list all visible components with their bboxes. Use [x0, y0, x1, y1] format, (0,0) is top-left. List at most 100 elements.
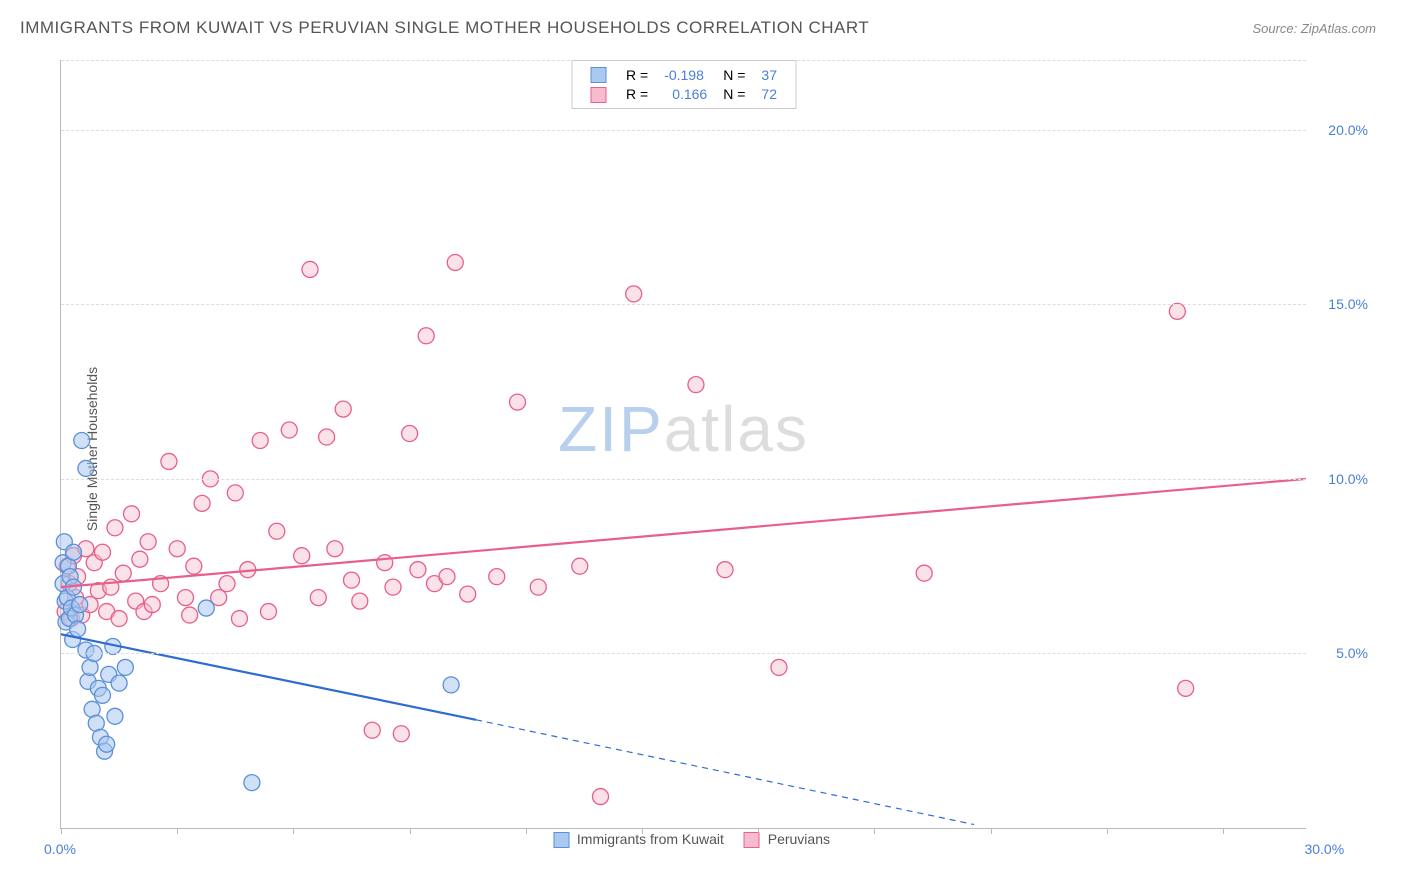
data-point [111, 611, 127, 627]
data-point [72, 597, 88, 613]
data-point [78, 460, 94, 476]
data-point [364, 722, 380, 738]
gridline [61, 479, 1306, 480]
data-point [107, 708, 123, 724]
legend-label-peruvian: Peruvians [768, 831, 830, 847]
series-legend: Immigrants from Kuwait Peruvians [537, 831, 830, 848]
data-point [626, 286, 642, 302]
r-value-peruvian: 0.166 [656, 84, 715, 103]
trend-line-dashed [476, 720, 974, 825]
legend-row-kuwait: R = -0.198 N = 37 [582, 65, 785, 84]
chart-title: IMMIGRANTS FROM KUWAIT VS PERUVIAN SINGL… [20, 18, 869, 38]
y-tick-label: 20.0% [1328, 122, 1368, 138]
data-point [310, 590, 326, 606]
data-point [327, 541, 343, 557]
data-point [269, 523, 285, 539]
data-point [178, 590, 194, 606]
data-point [74, 433, 90, 449]
trend-line [61, 479, 1306, 587]
data-point [186, 558, 202, 574]
x-tick [874, 828, 875, 834]
x-tick [526, 828, 527, 834]
data-point [294, 548, 310, 564]
gridline [61, 653, 1306, 654]
x-tick [61, 828, 62, 834]
data-point [231, 611, 247, 627]
chart-container: Single Mother Households R = -0.198 N = … [20, 50, 1376, 847]
source-label: Source: ZipAtlas.com [1252, 21, 1376, 36]
data-point [916, 565, 932, 581]
data-point [252, 433, 268, 449]
r-value-kuwait: -0.198 [656, 65, 715, 84]
n-value-kuwait: 37 [753, 65, 785, 84]
legend-label-kuwait: Immigrants from Kuwait [577, 831, 724, 847]
data-point [99, 736, 115, 752]
data-point [244, 775, 260, 791]
data-point [95, 544, 111, 560]
data-point [439, 569, 455, 585]
data-point [302, 261, 318, 277]
data-point [335, 401, 351, 417]
x-tick [642, 828, 643, 834]
data-point [717, 562, 733, 578]
data-point [771, 659, 787, 675]
x-tick-min: 0.0% [44, 841, 76, 857]
data-point [281, 422, 297, 438]
data-point [377, 555, 393, 571]
data-point [418, 328, 434, 344]
data-point [70, 621, 86, 637]
data-point [117, 659, 133, 675]
correlation-legend: R = -0.198 N = 37 R = 0.166 N = 72 [571, 60, 796, 109]
gridline [61, 130, 1306, 131]
data-point [489, 569, 505, 585]
x-tick [293, 828, 294, 834]
data-point [572, 558, 588, 574]
n-value-peruvian: 72 [753, 84, 785, 103]
r-label: R = [618, 65, 656, 84]
data-point [182, 607, 198, 623]
data-point [352, 593, 368, 609]
x-tick [410, 828, 411, 834]
data-point [593, 789, 609, 805]
swatch-peruvian-bottom [744, 832, 760, 848]
swatch-kuwait-bottom [553, 832, 569, 848]
swatch-kuwait [590, 67, 606, 83]
data-point [460, 586, 476, 602]
x-tick [177, 828, 178, 834]
data-point [161, 453, 177, 469]
data-point [95, 687, 111, 703]
data-point [385, 579, 401, 595]
x-tick-max: 30.0% [1304, 841, 1344, 857]
data-point [198, 600, 214, 616]
n-label: N = [715, 65, 753, 84]
data-point [144, 597, 160, 613]
data-point [140, 534, 156, 550]
data-point [132, 551, 148, 567]
data-point [219, 576, 235, 592]
data-point [447, 254, 463, 270]
data-point [194, 495, 210, 511]
data-point [344, 572, 360, 588]
data-point [443, 677, 459, 693]
data-point [393, 726, 409, 742]
y-tick-label: 15.0% [1328, 296, 1368, 312]
data-point [115, 565, 131, 581]
x-tick [1107, 828, 1108, 834]
data-point [261, 604, 277, 620]
plot-area: R = -0.198 N = 37 R = 0.166 N = 72 ZIPat… [60, 60, 1306, 829]
data-point [65, 544, 81, 560]
x-tick [758, 828, 759, 834]
data-point [402, 426, 418, 442]
data-point [227, 485, 243, 501]
swatch-peruvian [590, 87, 606, 103]
data-point [107, 520, 123, 536]
x-tick [1223, 828, 1224, 834]
data-point [688, 377, 704, 393]
data-point [319, 429, 335, 445]
data-point [530, 579, 546, 595]
gridline [61, 304, 1306, 305]
y-tick-label: 5.0% [1336, 645, 1368, 661]
data-point [410, 562, 426, 578]
data-point [169, 541, 185, 557]
y-tick-label: 10.0% [1328, 471, 1368, 487]
